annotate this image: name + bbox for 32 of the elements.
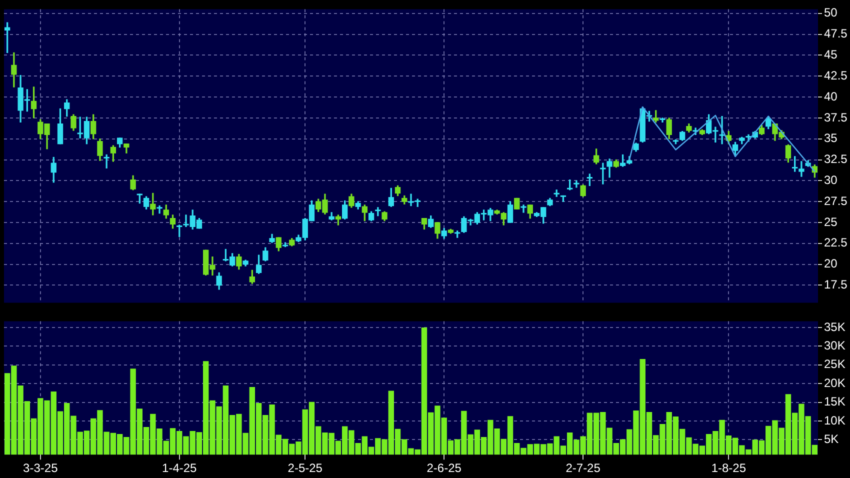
candlestick	[156, 205, 162, 214]
y-tick-label: 40	[824, 89, 838, 104]
y-tick-label: 22.5	[824, 236, 848, 250]
candlestick	[520, 204, 526, 213]
y-tick-label: 17.5	[824, 278, 848, 292]
y-tick-label: 30	[824, 172, 838, 187]
x-tick-label: 1-8-25	[711, 461, 746, 476]
y-tick-label: 20	[824, 256, 838, 271]
y-tick-label: 35K	[824, 320, 846, 334]
x-tick-label: 2-6-25	[426, 461, 462, 476]
y-tick-label: 35	[824, 131, 838, 146]
y-tick-label: 27.5	[824, 194, 848, 208]
y-tick-label: 25	[824, 214, 838, 229]
y-tick-label: 50	[824, 6, 838, 20]
x-tick-label: 2-7-25	[566, 461, 601, 476]
y-tick-label: 47.5	[824, 26, 848, 41]
y-tick-label: 10K	[824, 413, 846, 428]
candlestick	[574, 180, 580, 188]
y-tick-label: 32.5	[824, 152, 848, 166]
y-tick-label: 15K	[824, 394, 846, 409]
y-tick-label: 25K	[824, 357, 846, 372]
x-tick-label: 1-4-25	[162, 461, 198, 476]
y-tick-label: 5K	[824, 432, 839, 446]
y-tick-label: 30K	[824, 338, 846, 353]
x-tick-label: 2-5-25	[288, 461, 323, 476]
y-tick-label: 45	[824, 48, 838, 62]
y-tick-label: 42.5	[824, 68, 848, 82]
y-tick-label: 20K	[824, 376, 846, 390]
candlestick	[798, 161, 804, 177]
y-tick-label: 37.5	[824, 110, 848, 124]
candlestick	[104, 154, 110, 168]
x-tick-label: 3-3-25	[23, 461, 58, 476]
